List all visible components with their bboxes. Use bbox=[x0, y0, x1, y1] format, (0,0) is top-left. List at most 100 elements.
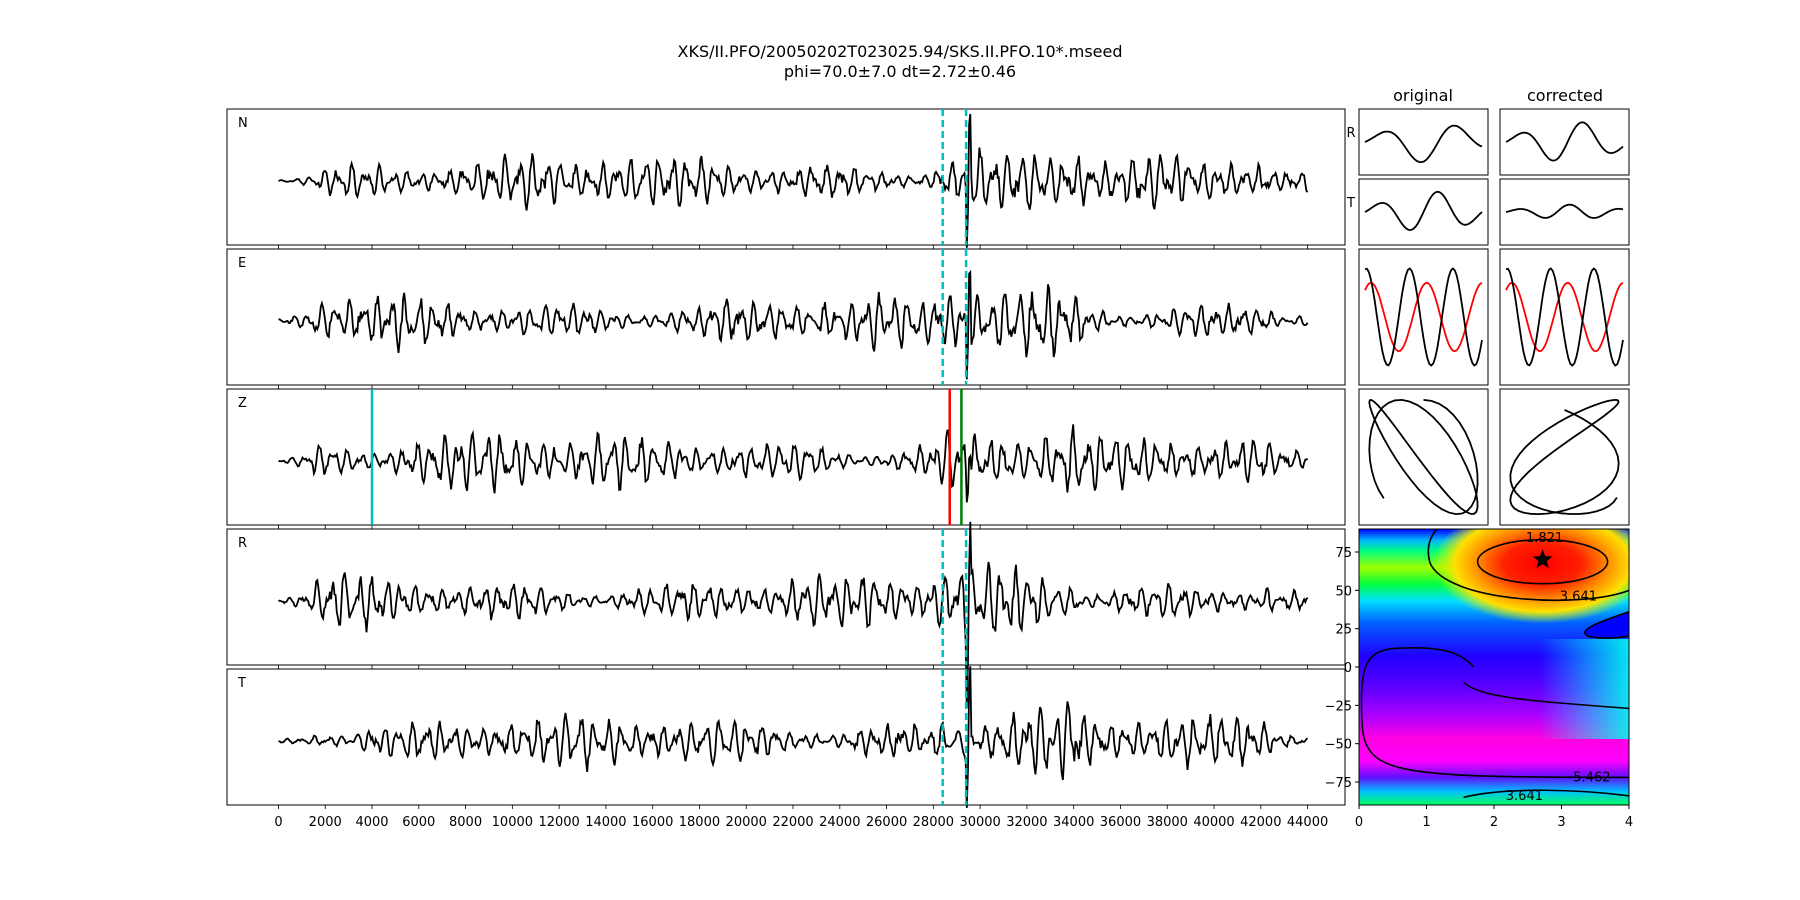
x-tick-label: 14000 bbox=[585, 815, 626, 830]
heatmap-field-cyan bbox=[1539, 639, 1629, 739]
pm-panel bbox=[1358, 248, 1489, 386]
contour-label: 3.641 bbox=[1560, 589, 1597, 604]
y-tick-label: 25 bbox=[1335, 623, 1352, 638]
x-tick-label: 22000 bbox=[772, 815, 813, 830]
x-axis-labels: 0 2000 4000 6000 8000 10000 12000 14000 16000 180… bbox=[274, 815, 1328, 830]
pm-trace bbox=[1505, 203, 1624, 219]
x-tick-label: 18000 bbox=[679, 815, 720, 830]
particle-motion-panels: RT bbox=[1346, 108, 1630, 526]
x-tick-label: 42000 bbox=[1240, 815, 1281, 830]
y-tick-label: −75 bbox=[1325, 776, 1352, 791]
trace-panel-frame bbox=[226, 108, 1346, 246]
x-tick-label: 3 bbox=[1557, 815, 1565, 830]
trace-panel-frame bbox=[226, 528, 1346, 666]
seismic-trace bbox=[278, 113, 1309, 248]
pm-panel-frame bbox=[1358, 248, 1489, 386]
contour-label: 1.821 bbox=[1526, 531, 1563, 546]
pm-row-label: T bbox=[1346, 196, 1355, 211]
x-tick-label: 16000 bbox=[632, 815, 673, 830]
pm-panel-frame bbox=[1499, 388, 1630, 526]
x-tick-label: 24000 bbox=[819, 815, 860, 830]
y-tick-label: −25 bbox=[1325, 699, 1352, 714]
contour-line bbox=[1476, 538, 1609, 585]
x-tick-label: 2000 bbox=[309, 815, 342, 830]
trace-label: R bbox=[238, 536, 247, 551]
pm-trace bbox=[1505, 267, 1624, 367]
x-tick-label: 28000 bbox=[913, 815, 954, 830]
contour-line bbox=[1463, 681, 1629, 710]
trace-panel-frame bbox=[226, 248, 1346, 386]
trace-panel-frame bbox=[226, 668, 1346, 806]
trace-panel-e: E bbox=[226, 248, 1346, 389]
seismic-trace bbox=[278, 269, 1309, 380]
figure-title-line2: phi=70.0±7.0 dt=2.72±0.46 bbox=[783, 62, 1017, 81]
seismic-trace bbox=[278, 666, 1309, 809]
contour-line bbox=[1584, 611, 1629, 639]
x-tick-label: 40000 bbox=[1193, 815, 1234, 830]
pm-panel-frame bbox=[1358, 108, 1489, 176]
x-tick-label: 26000 bbox=[866, 815, 907, 830]
x-tick-label: 4 bbox=[1625, 815, 1633, 830]
seismogram-panels: N E Z R T 0 2000 4000 6000 8000 10000 12000 14000 160… bbox=[226, 108, 1346, 830]
phi-dt-heatmap: 1.821 3.641 5.462 3.641 75 50 25 0 −25 −50 −75 0 1 2 3… bbox=[1325, 528, 1633, 830]
x-tick-label: 36000 bbox=[1100, 815, 1141, 830]
trace-label: T bbox=[237, 676, 246, 691]
x-tick-label: 38000 bbox=[1147, 815, 1188, 830]
pm-trace bbox=[1364, 124, 1483, 163]
seismic-trace bbox=[278, 424, 1309, 503]
heatmap-body bbox=[1359, 529, 1629, 805]
y-tick-label: 0 bbox=[1344, 661, 1352, 676]
trace-panel-frame bbox=[226, 388, 1346, 526]
trace-label: E bbox=[238, 256, 246, 271]
x-tick-label: 32000 bbox=[1006, 815, 1047, 830]
y-tick-label: 50 bbox=[1335, 584, 1352, 599]
contour-line bbox=[1427, 529, 1629, 601]
particle-motion-path bbox=[1368, 398, 1479, 516]
figure-title-line1: XKS/II.PFO/20050202T023025.94/SKS.II.PFO… bbox=[677, 42, 1123, 61]
column-title-original: original bbox=[1393, 86, 1453, 105]
contour-label: 5.462 bbox=[1573, 770, 1610, 785]
pm-panel bbox=[1358, 388, 1489, 526]
pm-row-label: R bbox=[1346, 126, 1355, 141]
x-tick-label: 2 bbox=[1490, 815, 1498, 830]
x-tick-label: 30000 bbox=[959, 815, 1000, 830]
pm-panel bbox=[1358, 178, 1489, 246]
x-tick-label: 4000 bbox=[355, 815, 388, 830]
pm-panel bbox=[1499, 108, 1630, 176]
pm-panel-frame bbox=[1499, 108, 1630, 176]
pm-panel-frame bbox=[1358, 388, 1489, 526]
trace-panel-z: Z bbox=[226, 388, 1346, 529]
pm-panel bbox=[1358, 108, 1489, 176]
pm-panel bbox=[1499, 178, 1630, 246]
pm-panel-frame bbox=[1358, 178, 1489, 246]
x-tick-label: 0 bbox=[274, 815, 282, 830]
best-fit-star-marker bbox=[1532, 549, 1553, 569]
x-tick-label: 1 bbox=[1422, 815, 1430, 830]
pm-trace bbox=[1364, 190, 1483, 232]
trace-panel-t: T bbox=[226, 666, 1346, 809]
pm-panel-frame bbox=[1499, 248, 1630, 386]
trace-panel-r: R bbox=[226, 521, 1346, 709]
trace-panel-n: N bbox=[226, 108, 1346, 249]
particle-motion-path bbox=[1509, 398, 1620, 516]
x-tick-label: 34000 bbox=[1053, 815, 1094, 830]
trace-label: N bbox=[238, 116, 248, 131]
pm-panel bbox=[1499, 388, 1630, 526]
pm-trace bbox=[1364, 267, 1483, 367]
x-tick-label: 44000 bbox=[1287, 815, 1328, 830]
x-tick-label: 8000 bbox=[449, 815, 482, 830]
contour-line bbox=[1463, 789, 1629, 799]
x-tick-label: 12000 bbox=[538, 815, 579, 830]
x-tick-label: 20000 bbox=[726, 815, 767, 830]
x-tick-label: 0 bbox=[1355, 815, 1363, 830]
seismic-trace bbox=[278, 521, 1309, 709]
contour-label: 3.641 bbox=[1506, 789, 1543, 804]
pm-trace-overlay bbox=[1505, 281, 1624, 353]
x-tick-label: 10000 bbox=[492, 815, 533, 830]
column-title-corrected: corrected bbox=[1526, 86, 1604, 105]
x-tick-label: 6000 bbox=[402, 815, 435, 830]
y-tick-label: −50 bbox=[1325, 738, 1352, 753]
pm-panel bbox=[1499, 248, 1630, 386]
y-tick-label: 75 bbox=[1335, 546, 1352, 561]
